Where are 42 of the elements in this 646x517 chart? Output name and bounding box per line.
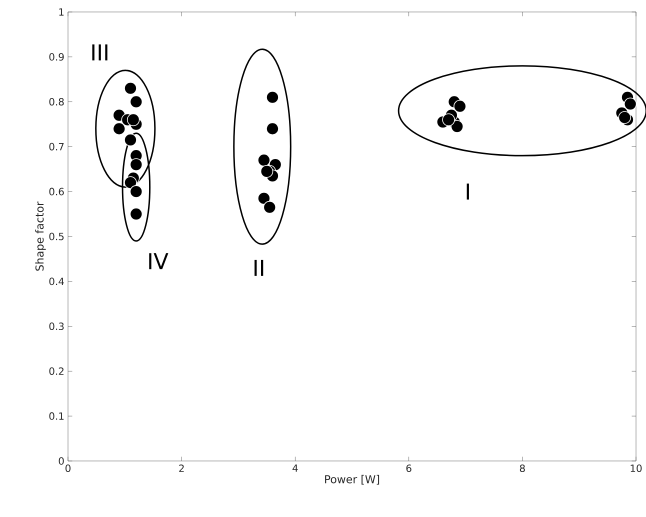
point [126,113,140,126]
x-axis-title: Power [W] [325,474,380,485]
y-tick-label: 0.6 [49,188,64,196]
x-tick-label: 2 [179,464,184,472]
y-tick-label: 0.2 [49,367,64,375]
annotation: I [466,184,469,200]
point [454,100,466,113]
point [258,192,270,205]
y-axis-title: Shape factor [35,202,46,271]
point [618,111,632,124]
point [266,122,279,136]
point [124,82,137,95]
y-tick-label: 0.1 [49,412,64,420]
point [260,164,274,178]
x-tick-label: 8 [520,464,525,472]
y-tick-label: 0.8 [49,98,64,106]
point [130,208,143,220]
y-tick-label: 0.3 [49,322,64,330]
point [124,134,137,146]
y-tick-label: 0.7 [49,142,64,150]
point [130,185,143,198]
point [263,200,276,214]
annotation: III [92,44,108,60]
x-tick-label: 4 [292,464,298,472]
point [258,154,270,167]
annotation: IV [149,253,168,270]
y-tick-label: 0.5 [49,232,64,240]
point [112,122,126,136]
point [450,120,464,133]
x-tick-label: 0 [65,464,71,472]
point [130,95,143,108]
x-tick-label: 10 [630,464,642,472]
point [442,113,455,126]
point [266,90,279,104]
x-tick-label: 6 [406,464,412,472]
point [130,158,143,172]
point [124,176,137,190]
y-tick-label: 0.4 [49,278,64,286]
y-tick-label: 0.9 [49,53,64,61]
annotation: II [254,260,264,276]
y-tick-label: 0 [58,457,64,465]
y-tick-label: 1 [59,8,64,16]
